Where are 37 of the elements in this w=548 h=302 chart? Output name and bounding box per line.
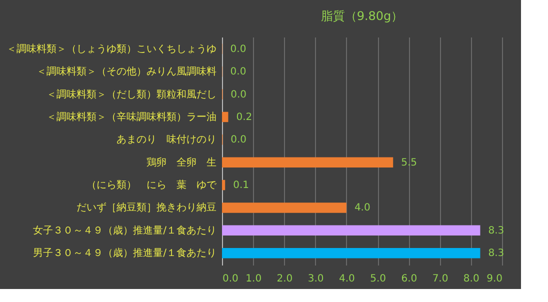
- x-tick-label: 8.0: [463, 274, 480, 284]
- x-tick-label: 6.0: [401, 274, 418, 284]
- y-tick-label: ＜調味料類＞（だし類）顆粒和風だし: [46, 88, 216, 100]
- data-label: 0.1: [233, 180, 250, 192]
- y-tick-label: ＜調味料類＞（その他）みりん風調味料: [36, 66, 216, 78]
- x-tick-label: 1.0: [246, 274, 262, 284]
- bar: [222, 157, 394, 168]
- y-tick-label: 女子３０～４９（歳）推進量/１食あたり: [33, 224, 216, 236]
- x-tick-label: 7.0: [432, 274, 448, 284]
- data-label: 8.3: [488, 248, 504, 260]
- data-label: 0.0: [230, 44, 246, 55]
- bar: [222, 112, 228, 122]
- data-label: 5.5: [401, 157, 418, 168]
- x-tick-label: 4.0: [338, 274, 355, 284]
- bar: [222, 225, 480, 236]
- y-tick-label: だいず［納豆類］挽きわり納豆: [76, 202, 216, 214]
- x-tick-label: 9.0: [486, 274, 502, 284]
- y-tick-label: （にら類） にら 葉 ゆで: [86, 179, 218, 192]
- data-label: 0.0: [230, 134, 247, 146]
- data-label: 0.0: [230, 89, 247, 100]
- data-label: 0.0: [230, 66, 246, 78]
- y-tick-label: ＜調味料類＞（辛味調味料類）ラー油: [46, 110, 216, 123]
- data-label: 0.2: [236, 112, 252, 123]
- bar: [222, 248, 480, 258]
- bar: [222, 202, 346, 213]
- data-label: 4.0: [354, 202, 370, 214]
- y-tick-label: 鶏卵 全卵 生: [146, 156, 216, 168]
- bar: [222, 180, 226, 190]
- y-tick-label: ＜調味料類＞（しょうゆ類）こいくちしょうゆ: [6, 42, 216, 55]
- y-tick-label: あまのり 味付けのり: [116, 134, 216, 146]
- x-tick-label: 3.0: [308, 274, 324, 284]
- chart-title: 脂質（9.80g）: [320, 9, 404, 23]
- x-tick-label: 2.0: [276, 274, 293, 284]
- x-tick-label: 5.0: [370, 274, 386, 284]
- x-tick-label: 0.0: [222, 274, 238, 284]
- y-tick-label: 男子３０～４９（歳）推進量/１食あたり: [33, 247, 216, 260]
- data-label: 8.3: [488, 225, 504, 236]
